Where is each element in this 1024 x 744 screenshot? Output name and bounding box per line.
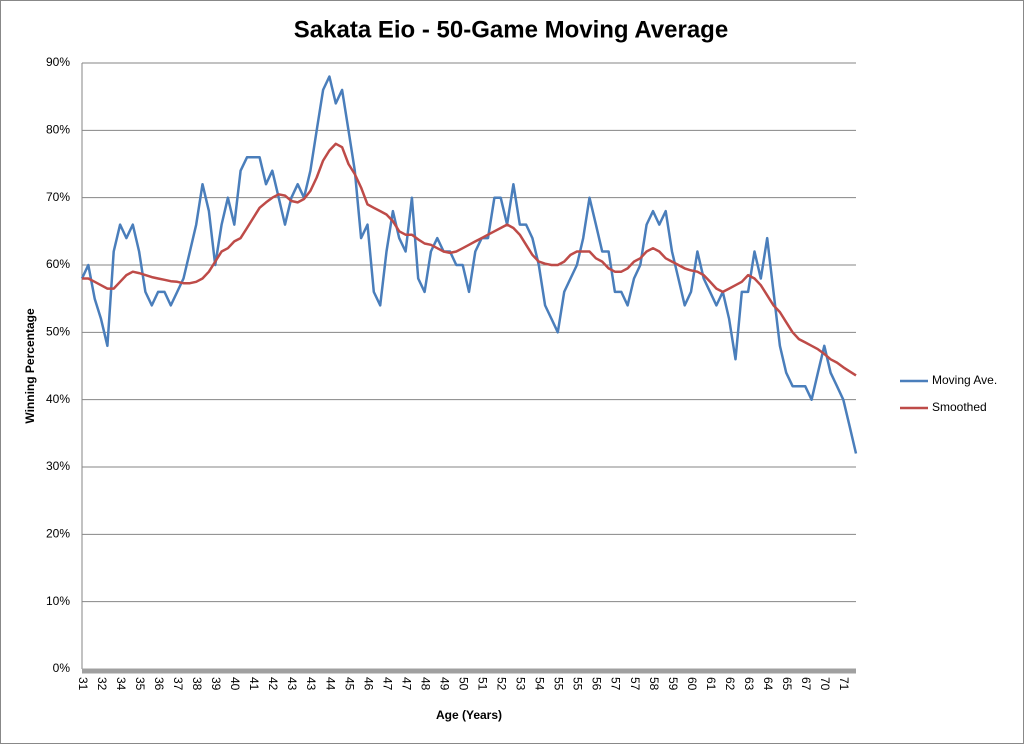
x-tick-label: 62: [723, 677, 737, 691]
x-tick-label: 64: [761, 677, 775, 691]
y-tick-label: 30%: [46, 459, 70, 473]
x-tick-label: 43: [285, 677, 299, 691]
x-tick-label: 52: [495, 677, 509, 691]
x-tick-label: 54: [533, 677, 547, 691]
legend-label: Moving Ave.: [932, 373, 997, 387]
x-tick-label: 57: [609, 677, 623, 691]
series-line: [82, 142, 857, 377]
x-tick-label: 60: [685, 677, 699, 691]
x-tick-label: 48: [418, 677, 432, 691]
x-tick-label: 58: [647, 677, 661, 691]
x-tick-label: 38: [190, 677, 204, 691]
x-tick-label: 67: [799, 677, 813, 691]
y-tick-label: 0%: [53, 661, 71, 675]
x-tick-label: 56: [590, 677, 604, 691]
x-tick-label: 41: [247, 677, 261, 691]
x-tick-label: 37: [171, 677, 185, 691]
x-tick-label: 44: [323, 677, 337, 691]
x-tick-label: 65: [780, 677, 794, 691]
x-tick-label: 53: [514, 677, 528, 691]
x-tick-label: 70: [818, 677, 832, 691]
x-tick-label: 35: [133, 677, 147, 691]
x-tick-label: 34: [114, 677, 128, 691]
y-tick-label: 90%: [46, 55, 70, 69]
y-tick-label: 20%: [46, 527, 70, 541]
x-tick-label: 39: [209, 677, 223, 691]
x-tick-label: 55: [552, 677, 566, 691]
x-tick-label: 43: [304, 677, 318, 691]
x-tick-label: 36: [152, 677, 166, 691]
x-tick-label: 59: [666, 677, 680, 691]
x-tick-label: 49: [437, 677, 451, 691]
x-tick-label: 55: [571, 677, 585, 691]
x-tick-label: 46: [361, 677, 375, 691]
x-tick-label: 45: [342, 677, 356, 691]
x-tick-label: 40: [228, 677, 242, 691]
x-tick-label: 71: [837, 677, 851, 691]
x-tick-label: 57: [628, 677, 642, 691]
x-tick-label: 31: [76, 677, 90, 691]
x-tick-label: 63: [742, 677, 756, 691]
x-tick-label: 50: [456, 677, 470, 691]
x-tick-label: 61: [704, 677, 718, 691]
y-tick-label: 10%: [46, 594, 70, 608]
y-tick-label: 40%: [46, 392, 70, 406]
series-line: [80, 75, 858, 454]
x-tick-label: 47: [399, 677, 413, 691]
y-axis-label: Winning Percentage: [23, 308, 37, 424]
y-tick-label: 80%: [46, 123, 70, 137]
x-tick-label: 51: [476, 677, 490, 691]
x-tick-label: 47: [380, 677, 394, 691]
y-tick-label: 70%: [46, 190, 70, 204]
legend-label: Smoothed: [932, 400, 987, 414]
y-tick-label: 60%: [46, 257, 70, 271]
chart-title: Sakata Eio - 50-Game Moving Average: [294, 16, 728, 43]
x-tick-label: 42: [266, 677, 280, 691]
x-axis-label: Age (Years): [436, 708, 502, 722]
x-tick-label: 32: [95, 677, 109, 691]
y-tick-label: 50%: [46, 325, 70, 339]
